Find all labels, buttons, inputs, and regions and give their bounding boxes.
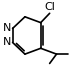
Text: N: N: [3, 37, 11, 47]
Text: Cl: Cl: [44, 2, 55, 12]
Text: N: N: [3, 23, 11, 33]
